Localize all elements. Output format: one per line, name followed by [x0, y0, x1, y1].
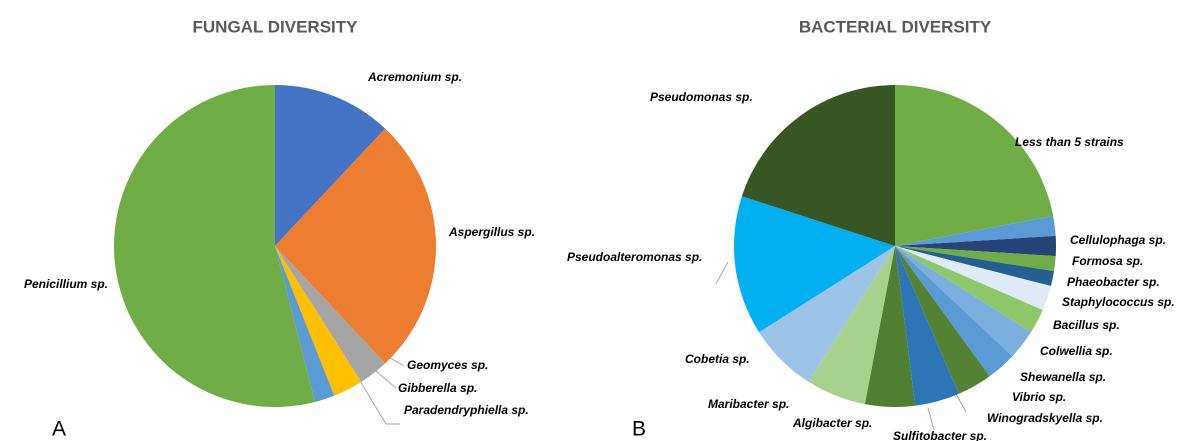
slice-label: Paradendryphiella sp.	[404, 403, 529, 417]
pie-slice	[895, 246, 1013, 377]
slice-label: Bacillus sp.	[1053, 318, 1120, 332]
slice-label: Maribacter sp.	[708, 397, 789, 411]
leader-line	[927, 407, 935, 431]
pie-slice	[895, 85, 1054, 246]
panel-label: A	[52, 418, 66, 441]
leader-line	[356, 375, 400, 425]
pie-slice	[895, 246, 1043, 333]
pie-slice	[114, 85, 316, 407]
pie-slice	[895, 215, 1056, 246]
slice-label: Aspergillus sp.	[448, 225, 535, 239]
pie-slice	[275, 246, 335, 402]
slice-label: Penicillium sp.	[24, 277, 108, 291]
slice-label: Cellulophaga sp.	[1070, 233, 1166, 247]
pie-slice	[759, 246, 895, 382]
slice-label: Less than 5 strains	[1015, 135, 1124, 149]
pie-slice	[895, 246, 1055, 287]
slice-label: Pseudoalteromonas sp.	[567, 250, 702, 264]
leader-line	[954, 391, 967, 413]
chart-title: FUNGAL DIVERSITY	[193, 17, 359, 36]
pie-slice	[895, 246, 990, 394]
pie-slice	[734, 196, 895, 333]
slice-label: Pseudomonas sp.	[650, 90, 753, 104]
pie-slice	[895, 246, 1031, 357]
slice-label: Staphylococcus sp.	[1062, 295, 1175, 309]
slice-label: Gibberella sp.	[398, 381, 477, 395]
slice-label: Vibrio sp.	[1012, 390, 1066, 404]
pie-slice	[275, 246, 386, 382]
pie-slice	[895, 246, 1051, 310]
pie-slice	[895, 246, 1056, 272]
slice-label: Geomyces sp.	[407, 358, 488, 372]
pie-slice	[808, 246, 895, 405]
slice-label: Acremonium sp.	[367, 70, 462, 84]
slice-label: Colwellia sp.	[1040, 344, 1113, 358]
slice-label: Cobetia sp.	[685, 352, 750, 366]
panel-label: B	[632, 418, 646, 441]
pie-slice	[895, 235, 1056, 257]
pie-slice	[275, 246, 362, 396]
slice-label: Winogradskyella sp.	[987, 411, 1103, 425]
leader-line	[715, 261, 729, 285]
pie-slice	[275, 85, 386, 246]
slice-label: Algibacter sp.	[792, 416, 872, 430]
pie-slice	[895, 246, 959, 406]
pie-slice	[864, 246, 916, 408]
slice-label: Phaeobacter sp.	[1067, 275, 1160, 289]
slice-label: Shewanella sp.	[1020, 370, 1106, 384]
slice-label: Sulfitobacter sp.	[893, 429, 987, 441]
slice-label: Formosa sp.	[1072, 254, 1143, 268]
pie-slice	[741, 85, 895, 246]
chart-title: BACTERIAL DIVERSITY	[799, 17, 992, 36]
pie-slice	[275, 128, 436, 364]
